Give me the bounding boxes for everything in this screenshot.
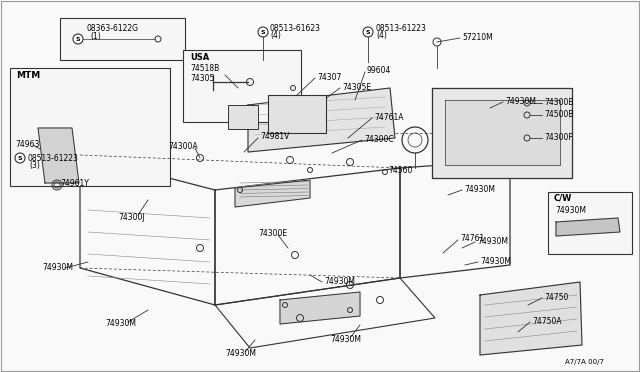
Text: (1): (1)	[90, 32, 100, 41]
Circle shape	[15, 153, 25, 163]
Text: 74560: 74560	[388, 166, 412, 174]
Text: 74930M: 74930M	[477, 237, 508, 246]
Text: 74981V: 74981V	[260, 131, 289, 141]
Text: 74300C: 74300C	[364, 135, 394, 144]
Polygon shape	[248, 88, 395, 152]
Bar	[10, 68, 170, 186]
Text: 74963: 74963	[15, 140, 40, 148]
Circle shape	[363, 27, 373, 37]
Text: A7/7A 00/7: A7/7A 00/7	[565, 359, 604, 365]
Text: 57210M: 57210M	[462, 32, 493, 42]
Text: 74761A: 74761A	[374, 112, 403, 122]
Text: 74961Y: 74961Y	[60, 179, 89, 187]
Text: MTM: MTM	[16, 71, 40, 80]
Polygon shape	[80, 155, 215, 305]
Text: 74930M: 74930M	[42, 263, 73, 273]
Text: S: S	[18, 155, 22, 160]
Bar	[228, 105, 258, 129]
Polygon shape	[235, 180, 310, 207]
Polygon shape	[38, 128, 79, 183]
Text: 74930M: 74930M	[330, 336, 361, 344]
Polygon shape	[445, 100, 560, 165]
Circle shape	[258, 27, 268, 37]
Text: 08513-61623: 08513-61623	[270, 23, 321, 32]
Text: 74300E: 74300E	[258, 228, 287, 237]
Text: 99604: 99604	[367, 65, 392, 74]
Polygon shape	[215, 168, 400, 305]
Text: 08363-6122G: 08363-6122G	[86, 23, 138, 32]
Text: 74518B: 74518B	[190, 64, 220, 73]
Text: 08513-61223: 08513-61223	[376, 23, 427, 32]
Polygon shape	[432, 88, 572, 178]
Text: 74930M: 74930M	[464, 185, 495, 193]
Text: 74305E: 74305E	[342, 83, 371, 92]
Circle shape	[73, 34, 83, 44]
Bar	[268, 95, 326, 133]
Text: 74930M: 74930M	[324, 276, 355, 285]
Text: 74930M: 74930M	[105, 318, 136, 327]
Text: 74930M: 74930M	[505, 96, 536, 106]
Text: 74750A: 74750A	[532, 317, 562, 326]
Text: 74930M: 74930M	[555, 205, 586, 215]
Text: S: S	[76, 36, 80, 42]
Polygon shape	[556, 218, 620, 236]
Text: 74300J: 74300J	[118, 212, 145, 221]
Polygon shape	[480, 282, 582, 355]
Text: 74307: 74307	[317, 73, 341, 81]
Text: C/W: C/W	[554, 193, 572, 202]
Polygon shape	[215, 278, 435, 348]
Bar	[548, 192, 632, 254]
Polygon shape	[280, 292, 360, 324]
Text: (4): (4)	[376, 31, 387, 39]
Text: S: S	[365, 29, 371, 35]
Text: 08513-61223: 08513-61223	[27, 154, 78, 163]
Text: 74305: 74305	[190, 74, 214, 83]
Text: (4): (4)	[270, 31, 281, 39]
Bar	[60, 18, 185, 60]
Text: 74930M: 74930M	[480, 257, 511, 266]
Bar	[183, 50, 301, 122]
Text: 74930M: 74930M	[225, 349, 256, 357]
Text: S: S	[260, 29, 266, 35]
Text: 74300F: 74300F	[544, 132, 573, 141]
Polygon shape	[400, 160, 510, 278]
Text: 74761: 74761	[460, 234, 484, 243]
Text: 74500B: 74500B	[544, 109, 573, 119]
Text: 74750: 74750	[544, 292, 568, 301]
Text: 74300A: 74300A	[168, 141, 198, 151]
Text: (3): (3)	[29, 160, 40, 170]
Text: 74300B: 74300B	[544, 97, 573, 106]
Text: USA: USA	[190, 52, 209, 61]
